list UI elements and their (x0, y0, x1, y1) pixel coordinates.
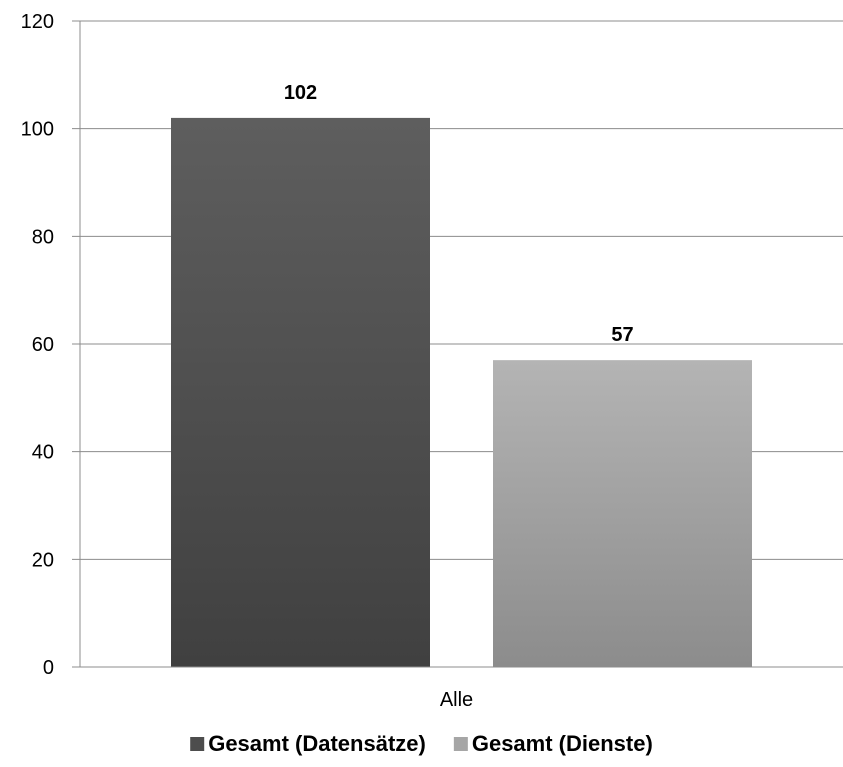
y-tick-label: 120 (21, 11, 54, 33)
x-tick-label: Alle (440, 689, 473, 711)
y-tick-label: 0 (43, 657, 54, 679)
y-tick-label: 40 (32, 442, 54, 464)
legend-label: Gesamt (Dienste) (472, 731, 653, 756)
y-tick-label: 20 (32, 549, 54, 571)
legend: Gesamt (Datensätze) Gesamt (Dienste) (190, 731, 653, 756)
bar-gesamt-datensaetze (171, 117, 430, 667)
bars (171, 117, 752, 667)
bar-gesamt-dienste (493, 360, 752, 667)
legend-item-gesamt-dienste: Gesamt (Dienste) (453, 731, 653, 756)
y-tick-label: 60 (32, 334, 54, 356)
legend-swatch (453, 737, 468, 751)
y-axis: 0 20 40 60 80 100 120 (21, 11, 54, 679)
data-label: 102 (284, 82, 317, 104)
legend-label: Gesamt (Datensätze) (208, 731, 426, 756)
data-label: 57 (611, 324, 633, 346)
legend-item-gesamt-datensaetze: Gesamt (Datensätze) (190, 731, 426, 756)
data-labels: 102 57 (284, 82, 634, 346)
y-tick-label: 100 (21, 119, 54, 141)
y-tick-label: 80 (32, 226, 54, 248)
legend-swatch (190, 737, 205, 751)
x-axis: Alle (80, 666, 843, 711)
